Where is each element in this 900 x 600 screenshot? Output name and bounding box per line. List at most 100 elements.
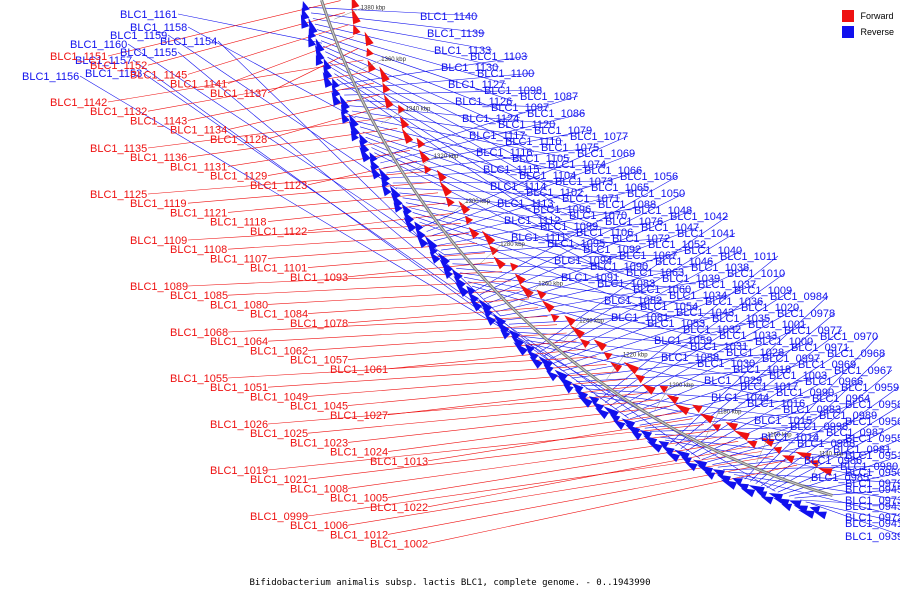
leader-line bbox=[463, 276, 706, 324]
leader-line bbox=[267, 324, 558, 342]
reverse-gene-label: BLC1_1056 bbox=[620, 171, 678, 183]
reverse-feature bbox=[466, 285, 476, 296]
forward-gene-label: BLC1_1125 bbox=[90, 189, 147, 201]
reverse-feature bbox=[574, 389, 589, 401]
reverse-gene-label: BLC1_1011 bbox=[720, 251, 777, 263]
leader-line bbox=[380, 112, 586, 164]
reverse-gene-label: BLC1_1000 bbox=[755, 336, 813, 348]
reverse-gene-label: BLC1_1139 bbox=[427, 28, 484, 40]
leader-line bbox=[487, 226, 700, 304]
reverse-gene-label: BLC1_1046 bbox=[655, 256, 713, 268]
leader-line bbox=[448, 254, 678, 260]
reverse-gene-label: BLC1_1096 bbox=[533, 204, 591, 216]
reverse-gene-label: BLC1_1161 bbox=[120, 9, 177, 21]
reverse-feature bbox=[665, 452, 680, 463]
leader-line bbox=[227, 139, 404, 167]
forward-feature bbox=[364, 31, 374, 47]
leader-line bbox=[794, 488, 900, 499]
leader-line bbox=[755, 369, 893, 484]
reverse-feature bbox=[300, 14, 310, 29]
leader-line bbox=[227, 233, 469, 250]
forward-feature bbox=[510, 262, 519, 272]
reverse-feature bbox=[592, 402, 605, 413]
leader-line bbox=[427, 464, 798, 544]
reverse-gene-label: BLC1_1090 bbox=[590, 261, 648, 273]
reverse-feature bbox=[685, 462, 698, 472]
leader-line bbox=[267, 48, 359, 94]
leader-line bbox=[387, 385, 639, 416]
forward-feature bbox=[634, 374, 646, 384]
leader-line bbox=[371, 147, 613, 261]
strand-legend: Forward Reverse bbox=[842, 8, 894, 40]
reverse-feature bbox=[322, 71, 333, 88]
leader-line bbox=[811, 503, 900, 536]
leader-line bbox=[354, 116, 571, 159]
forward-feature bbox=[579, 338, 591, 349]
tick-mark bbox=[334, 7, 363, 20]
forward-feature bbox=[659, 385, 669, 394]
reverse-feature bbox=[571, 383, 584, 394]
reverse-gene-label: BLC1_1037 bbox=[698, 279, 756, 291]
reverse-gene-label: BLC1_0968 bbox=[827, 348, 885, 360]
reverse-gene-label: BLC1_1104 bbox=[519, 170, 576, 182]
forward-gene-label: BLC1_1085 bbox=[170, 290, 228, 302]
reverse-feature bbox=[378, 167, 391, 183]
reverse-gene-label: BLC1_0943 bbox=[845, 501, 900, 513]
leader-line bbox=[374, 152, 620, 278]
reverse-gene-label: BLC1_0958 bbox=[845, 399, 900, 411]
reverse-gene-label: BLC1_1127 bbox=[448, 79, 505, 91]
leader-line bbox=[309, 7, 479, 17]
forward-gene-label: BLC1_1122 bbox=[250, 226, 307, 238]
reverse-gene-label: BLC1_1063 bbox=[626, 267, 684, 279]
leader-line bbox=[534, 215, 729, 349]
leader-line bbox=[167, 34, 397, 190]
tick-mark bbox=[704, 411, 720, 439]
reverse-feature bbox=[814, 511, 827, 520]
forward-feature bbox=[351, 0, 360, 9]
reverse-gene-label: BLC1_1073 bbox=[555, 176, 613, 188]
tick-label: 1140 kbp bbox=[819, 452, 844, 458]
forward-gene-label: BLC1_1135 bbox=[90, 143, 147, 155]
forward-gene-label: BLC1_1131 bbox=[170, 161, 227, 173]
reverse-gene-label: BLC1_1158 bbox=[130, 22, 187, 34]
leader-line bbox=[805, 501, 900, 523]
forward-gene-label: BLC1_1128 bbox=[210, 134, 267, 146]
tick-mark bbox=[606, 354, 626, 380]
reverse-gene-label: BLC1_1098 bbox=[484, 85, 542, 97]
reverse-gene-label: BLC1_0990 bbox=[776, 387, 834, 399]
reverse-gene-label: BLC1_0972 bbox=[845, 512, 900, 524]
forward-feature bbox=[818, 468, 833, 477]
forward-feature bbox=[418, 149, 430, 164]
reverse-feature bbox=[508, 329, 521, 341]
reverse-gene-label: BLC1_1067 bbox=[619, 250, 677, 262]
reverse-gene-label: BLC1_1094 bbox=[554, 255, 612, 267]
reverse-gene-label: BLC1_1052 bbox=[648, 239, 706, 251]
forward-gene-label: BLC1_1145 bbox=[130, 69, 187, 81]
leader-line bbox=[395, 187, 621, 199]
forward-gene-label: BLC1_1006 bbox=[290, 520, 348, 532]
reverse-gene-label: BLC1_1099 bbox=[540, 221, 598, 233]
forward-gene-label: BLC1_1023 bbox=[290, 437, 348, 449]
leader-line bbox=[562, 317, 771, 372]
leader-line bbox=[147, 71, 369, 112]
reverse-gene-label: BLC1_0941 bbox=[845, 518, 900, 530]
reverse-gene-label: BLC1_1015 bbox=[754, 415, 812, 427]
reverse-feature bbox=[740, 488, 756, 498]
reverse-feature bbox=[403, 216, 417, 233]
leader-line bbox=[347, 307, 539, 324]
forward-feature bbox=[610, 362, 623, 373]
leader-line bbox=[187, 24, 350, 75]
forward-gene-label: BLC1_1141 bbox=[170, 79, 227, 91]
reverse-gene-label: BLC1_1060 bbox=[633, 284, 691, 296]
forward-feature bbox=[593, 339, 607, 352]
forward-feature bbox=[541, 300, 555, 313]
reverse-gene-label: BLC1_1106 bbox=[576, 227, 633, 239]
reverse-feature bbox=[350, 130, 359, 142]
reverse-feature bbox=[390, 192, 403, 208]
leader-line bbox=[349, 105, 557, 125]
leader-line bbox=[696, 380, 864, 458]
forward-gene-label: BLC1_1068 bbox=[170, 327, 228, 339]
reverse-feature bbox=[402, 210, 414, 225]
leader-line bbox=[744, 335, 879, 480]
forward-feature bbox=[481, 230, 496, 246]
